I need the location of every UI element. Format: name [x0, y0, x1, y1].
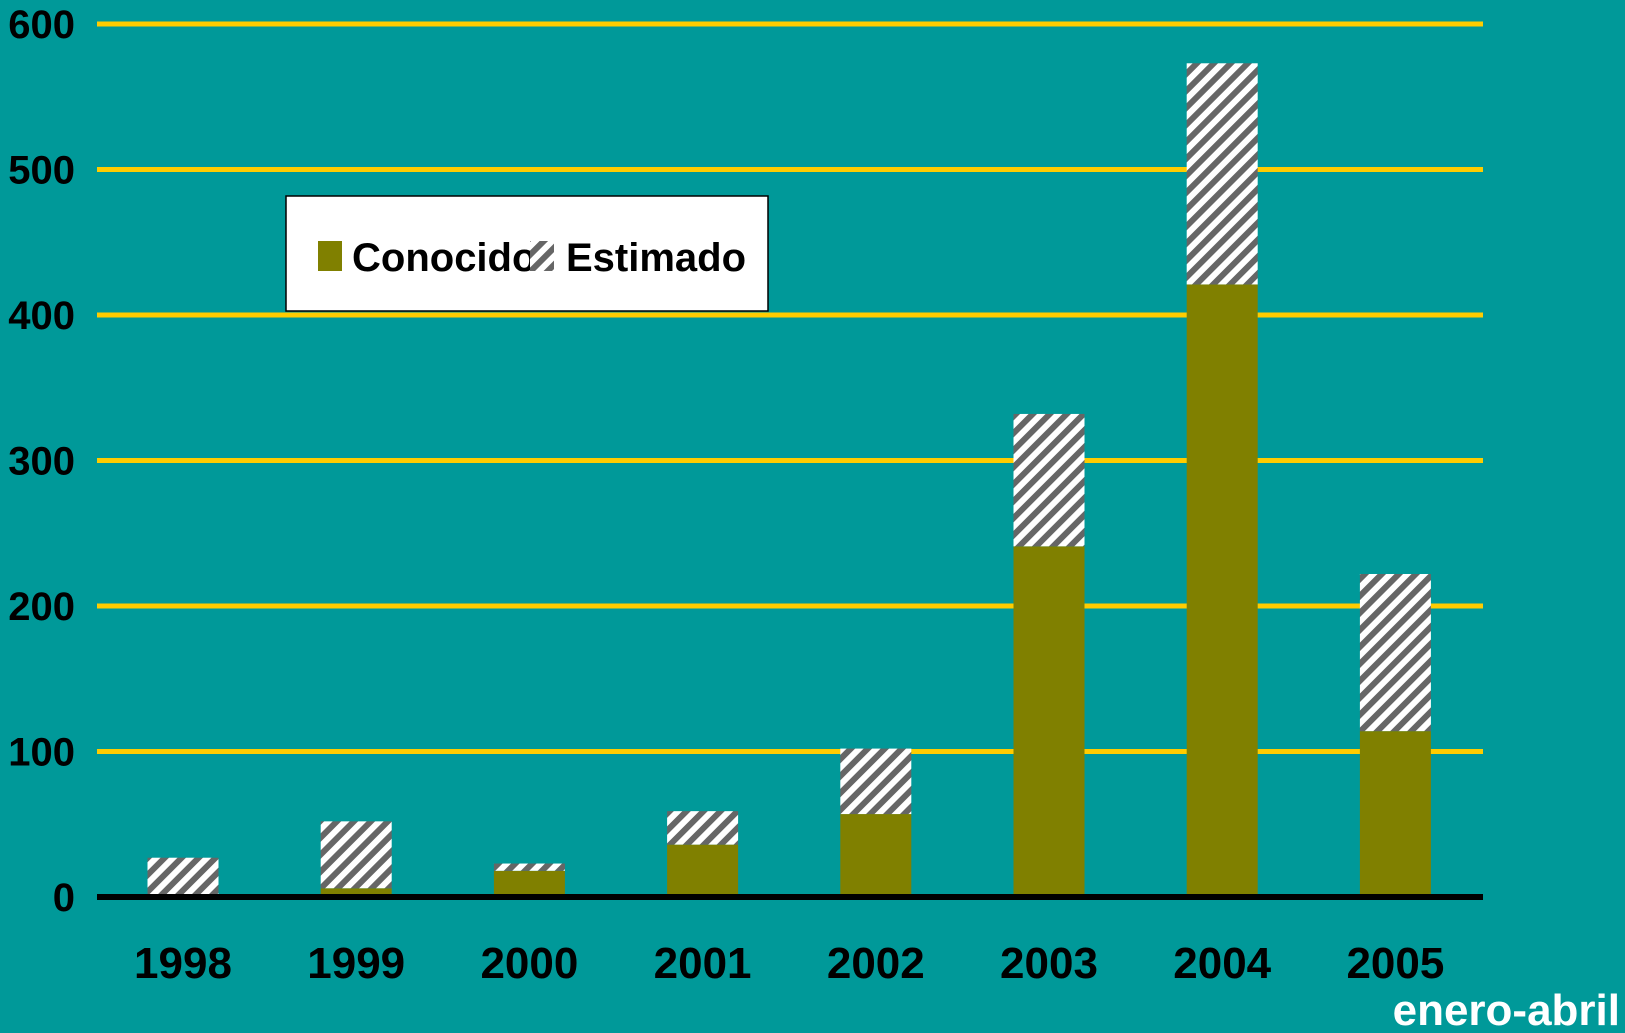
bar-estimado-2003	[1013, 413, 1085, 547]
bar-conocido-2002	[840, 814, 912, 897]
bar-conocido-2003	[1013, 546, 1085, 897]
bar-estimado-2001	[667, 811, 739, 845]
bar-estimado-2000	[493, 863, 565, 871]
x-tick-label: 1998	[134, 939, 232, 988]
y-tick-label: 200	[8, 585, 75, 629]
y-tick-label: 100	[8, 731, 75, 775]
bar-conocido-2000	[493, 870, 565, 897]
x-tick-label: 2004	[1173, 939, 1271, 988]
x-tick-label: 2003	[1000, 939, 1098, 988]
bar-conocido-2005	[1359, 731, 1431, 897]
y-tick-label: 0	[53, 876, 75, 920]
x-tick-label: 2000	[480, 939, 578, 988]
legend-swatch-estimado	[530, 241, 554, 271]
bar-estimado-2004	[1186, 63, 1258, 285]
bar-conocido-1999	[320, 888, 392, 897]
x-tick-label: 1999	[307, 939, 405, 988]
legend-label-conocido: Conocido	[352, 236, 536, 280]
bar-estimado-2002	[840, 748, 912, 815]
x-tick-label: 2001	[654, 939, 752, 988]
legend-label-estimado: Estimado	[566, 236, 746, 280]
legend: Conocido Estimado	[285, 195, 769, 312]
annotation-enero-abril: enero-abril	[1393, 986, 1620, 1033]
bar-estimado-1998	[147, 857, 219, 897]
y-tick-label: 500	[8, 149, 75, 193]
bar-conocido-2004	[1186, 284, 1258, 897]
y-tick-label: 600	[8, 3, 75, 47]
bar-estimado-1999	[320, 821, 392, 889]
bar-conocido-2001	[667, 844, 739, 897]
y-axis-tick-labels: 0 100 200 300 400 500 600	[8, 3, 75, 920]
legend-swatch-conocido	[318, 241, 342, 271]
gridlines	[97, 21, 1483, 754]
y-tick-label: 300	[8, 440, 75, 484]
x-tick-label: 2005	[1346, 939, 1444, 988]
x-axis-tick-labels: 1998 1999 2000 2001 2002 2003 2004 2005	[134, 939, 1444, 988]
bars	[147, 63, 1431, 897]
bar-estimado-2005	[1359, 573, 1431, 732]
x-tick-label: 2002	[827, 939, 925, 988]
y-tick-label: 400	[8, 294, 75, 338]
legend-box	[285, 195, 769, 312]
